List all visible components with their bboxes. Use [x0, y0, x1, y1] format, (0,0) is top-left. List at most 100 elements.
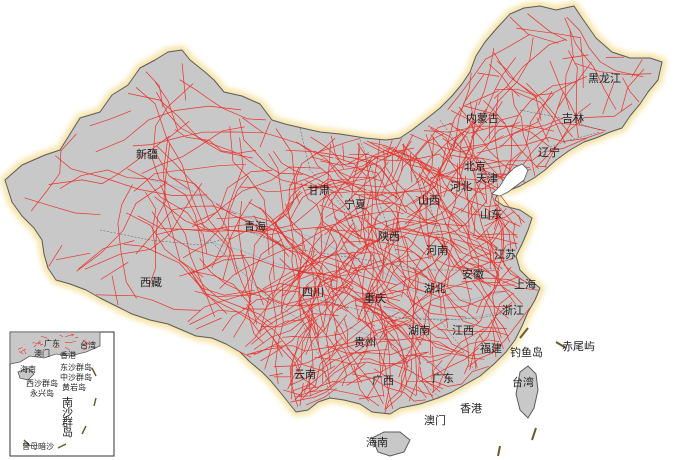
- road-segment: [396, 208, 478, 236]
- road-segment: [312, 223, 354, 298]
- road-segment: [495, 76, 587, 96]
- inset-road: [17, 347, 23, 350]
- taiwan-island: [515, 365, 539, 419]
- road-segment: [438, 339, 500, 386]
- road-segment: [357, 197, 375, 322]
- inset-road: [24, 350, 27, 355]
- road-segment: [297, 264, 371, 307]
- road-segment: [269, 373, 283, 377]
- road-segment: [355, 190, 442, 201]
- road-segment: [76, 184, 165, 272]
- road-segment: [145, 71, 164, 108]
- road-segment: [117, 184, 137, 299]
- road-segment: [474, 169, 499, 249]
- road-segment: [268, 153, 306, 253]
- inset-coastline: [9, 331, 101, 381]
- road-segment: [24, 197, 101, 216]
- road-segment: [193, 166, 320, 224]
- province-border: [379, 329, 441, 399]
- road-segment: [303, 305, 314, 393]
- road-segment: [199, 258, 271, 305]
- road-segment: [518, 214, 522, 225]
- road-segment: [500, 93, 555, 186]
- road-segment: [288, 156, 380, 186]
- road-segment: [403, 235, 414, 308]
- road-segment: [435, 235, 471, 313]
- road-segment: [483, 81, 577, 142]
- road-segment: [394, 248, 442, 314]
- road-segment: [495, 202, 515, 226]
- road-segment: [487, 211, 515, 221]
- road-segment: [135, 87, 205, 229]
- road-segment: [314, 210, 404, 230]
- inset-road: [20, 348, 26, 352]
- road-segment: [55, 252, 91, 261]
- road-segment: [319, 204, 427, 256]
- road-segment: [489, 221, 510, 270]
- road-segment: [181, 63, 187, 101]
- road-segment: [300, 182, 355, 247]
- road-segment: [567, 50, 579, 138]
- road-segment: [388, 289, 467, 318]
- road-segment: [369, 237, 428, 293]
- road-segment: [564, 29, 574, 111]
- road-segment: [359, 352, 428, 364]
- road-segment: [411, 135, 466, 204]
- road-segment: [402, 145, 406, 157]
- road-segment: [302, 331, 338, 399]
- road-segment: [318, 137, 361, 153]
- road-segment: [221, 298, 281, 332]
- inset-road: [35, 341, 41, 345]
- road-segment: [283, 280, 354, 325]
- road-segment: [211, 175, 249, 269]
- road-segment: [297, 241, 372, 306]
- road-segment: [427, 120, 474, 182]
- road-segment: [216, 216, 326, 277]
- inset-road: [40, 335, 48, 339]
- inset-label: 海南: [20, 364, 36, 374]
- road-segment: [353, 146, 397, 172]
- road-segment: [135, 205, 237, 255]
- road-segment: [440, 210, 492, 288]
- sea-boundary-dashes: [497, 327, 567, 457]
- road-segment: [472, 281, 502, 339]
- road-segment: [187, 290, 267, 323]
- road-segment: [156, 145, 237, 275]
- road-segment: [446, 221, 500, 288]
- road-segment: [535, 103, 592, 168]
- province-label: 天津: [476, 172, 498, 185]
- road-segment: [174, 129, 257, 154]
- inset-dash: [91, 367, 97, 377]
- road-segment: [290, 363, 366, 403]
- road-segment: [516, 27, 582, 39]
- road-segment: [305, 338, 396, 352]
- province-label: 湖北: [424, 282, 446, 295]
- road-segment: [478, 137, 588, 166]
- road-segment: [450, 239, 514, 263]
- inset-dash: [23, 439, 31, 447]
- inset-label: 澳门: [34, 348, 50, 358]
- road-segment: [363, 141, 391, 157]
- province-label: 内蒙古: [466, 111, 499, 125]
- road-segment: [484, 208, 507, 227]
- road-segment: [335, 314, 363, 384]
- road-segment: [562, 54, 589, 60]
- road-segment: [357, 148, 361, 160]
- road-segment: [602, 81, 615, 115]
- road-segment: [488, 64, 520, 97]
- road-segment: [260, 299, 336, 362]
- province-label: 海南: [366, 435, 388, 449]
- road-segment: [416, 295, 470, 353]
- road-segment: [525, 82, 573, 138]
- road-segment: [251, 313, 339, 345]
- road-segment: [95, 294, 201, 311]
- road-segment: [419, 174, 499, 207]
- road-segment: [442, 137, 490, 176]
- road-segment: [427, 125, 506, 184]
- road-segment: [189, 309, 283, 357]
- road-segment: [190, 269, 273, 325]
- inset-dash: [57, 443, 67, 449]
- road-segment: [192, 275, 262, 335]
- road-segment: [353, 365, 370, 402]
